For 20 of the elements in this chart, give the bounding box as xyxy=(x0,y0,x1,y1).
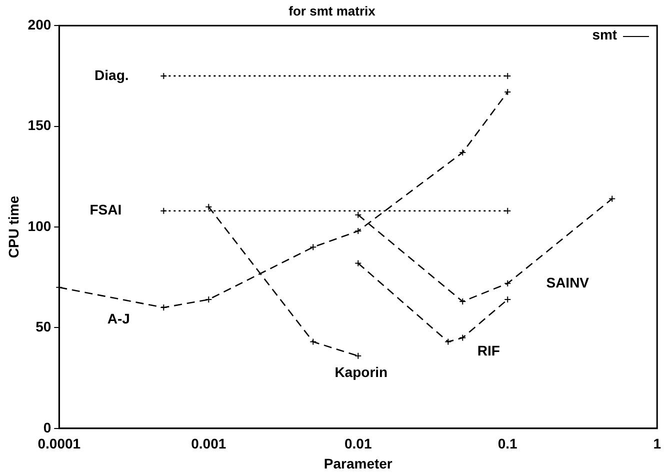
annotation: smt xyxy=(592,26,618,42)
x-tick-label: 0.001 xyxy=(191,436,226,452)
chart-title: for smt matrix xyxy=(288,3,376,18)
y-tick-label: 50 xyxy=(36,318,52,335)
y-tick-label: 150 xyxy=(28,117,52,134)
series-label: A-J xyxy=(107,310,130,326)
series-label: Kaporin xyxy=(334,364,388,380)
x-tick-label: 1 xyxy=(653,436,662,452)
y-tick-label: 200 xyxy=(28,16,52,32)
x-tick-label: 0.01 xyxy=(344,436,372,452)
text: Diag. xyxy=(94,66,129,83)
series-label: SAINV xyxy=(546,274,590,290)
y-tick-label: 0 xyxy=(43,419,52,436)
y-axis-title: CPU time xyxy=(5,196,22,258)
series-label: RIF xyxy=(477,342,500,359)
x-tick-label: 0.1 xyxy=(498,436,518,452)
y-tick-label: 100 xyxy=(28,218,52,234)
text: FSAI xyxy=(90,202,122,218)
x-axis-title: Parameter xyxy=(324,455,393,472)
x-tick-label: 0.0001 xyxy=(38,436,81,452)
